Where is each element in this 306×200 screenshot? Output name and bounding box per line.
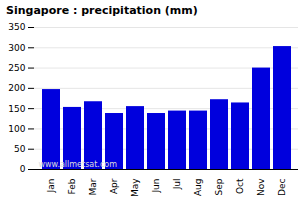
svg-text:Nov: Nov: [256, 178, 266, 196]
svg-text:Dec: Dec: [277, 178, 287, 195]
svg-text:Jul: Jul: [172, 179, 182, 191]
svg-text:200: 200: [8, 83, 25, 93]
svg-text:Mar: Mar: [88, 178, 98, 195]
svg-text:www.allmetsat.com: www.allmetsat.com: [39, 160, 118, 169]
svg-text:Jan: Jan: [46, 179, 56, 194]
svg-text:100: 100: [8, 124, 25, 134]
svg-text:Jun: Jun: [151, 179, 161, 194]
svg-text:300: 300: [8, 43, 25, 53]
svg-text:Apr: Apr: [109, 178, 119, 194]
svg-text:150: 150: [8, 104, 25, 114]
svg-text:50: 50: [14, 144, 26, 154]
svg-text:0: 0: [20, 164, 26, 174]
svg-text:May: May: [130, 178, 140, 197]
html-text:Singapore : precipitation (mm): Singapore : precipitation (mm): [6, 4, 198, 17]
svg-text:Sep: Sep: [214, 178, 224, 195]
svg-text:350: 350: [8, 22, 25, 32]
svg-text:250: 250: [8, 63, 25, 73]
svg-text:Feb: Feb: [67, 178, 77, 194]
svg-text:Aug: Aug: [193, 179, 203, 197]
svg-text:Oct: Oct: [235, 178, 245, 194]
